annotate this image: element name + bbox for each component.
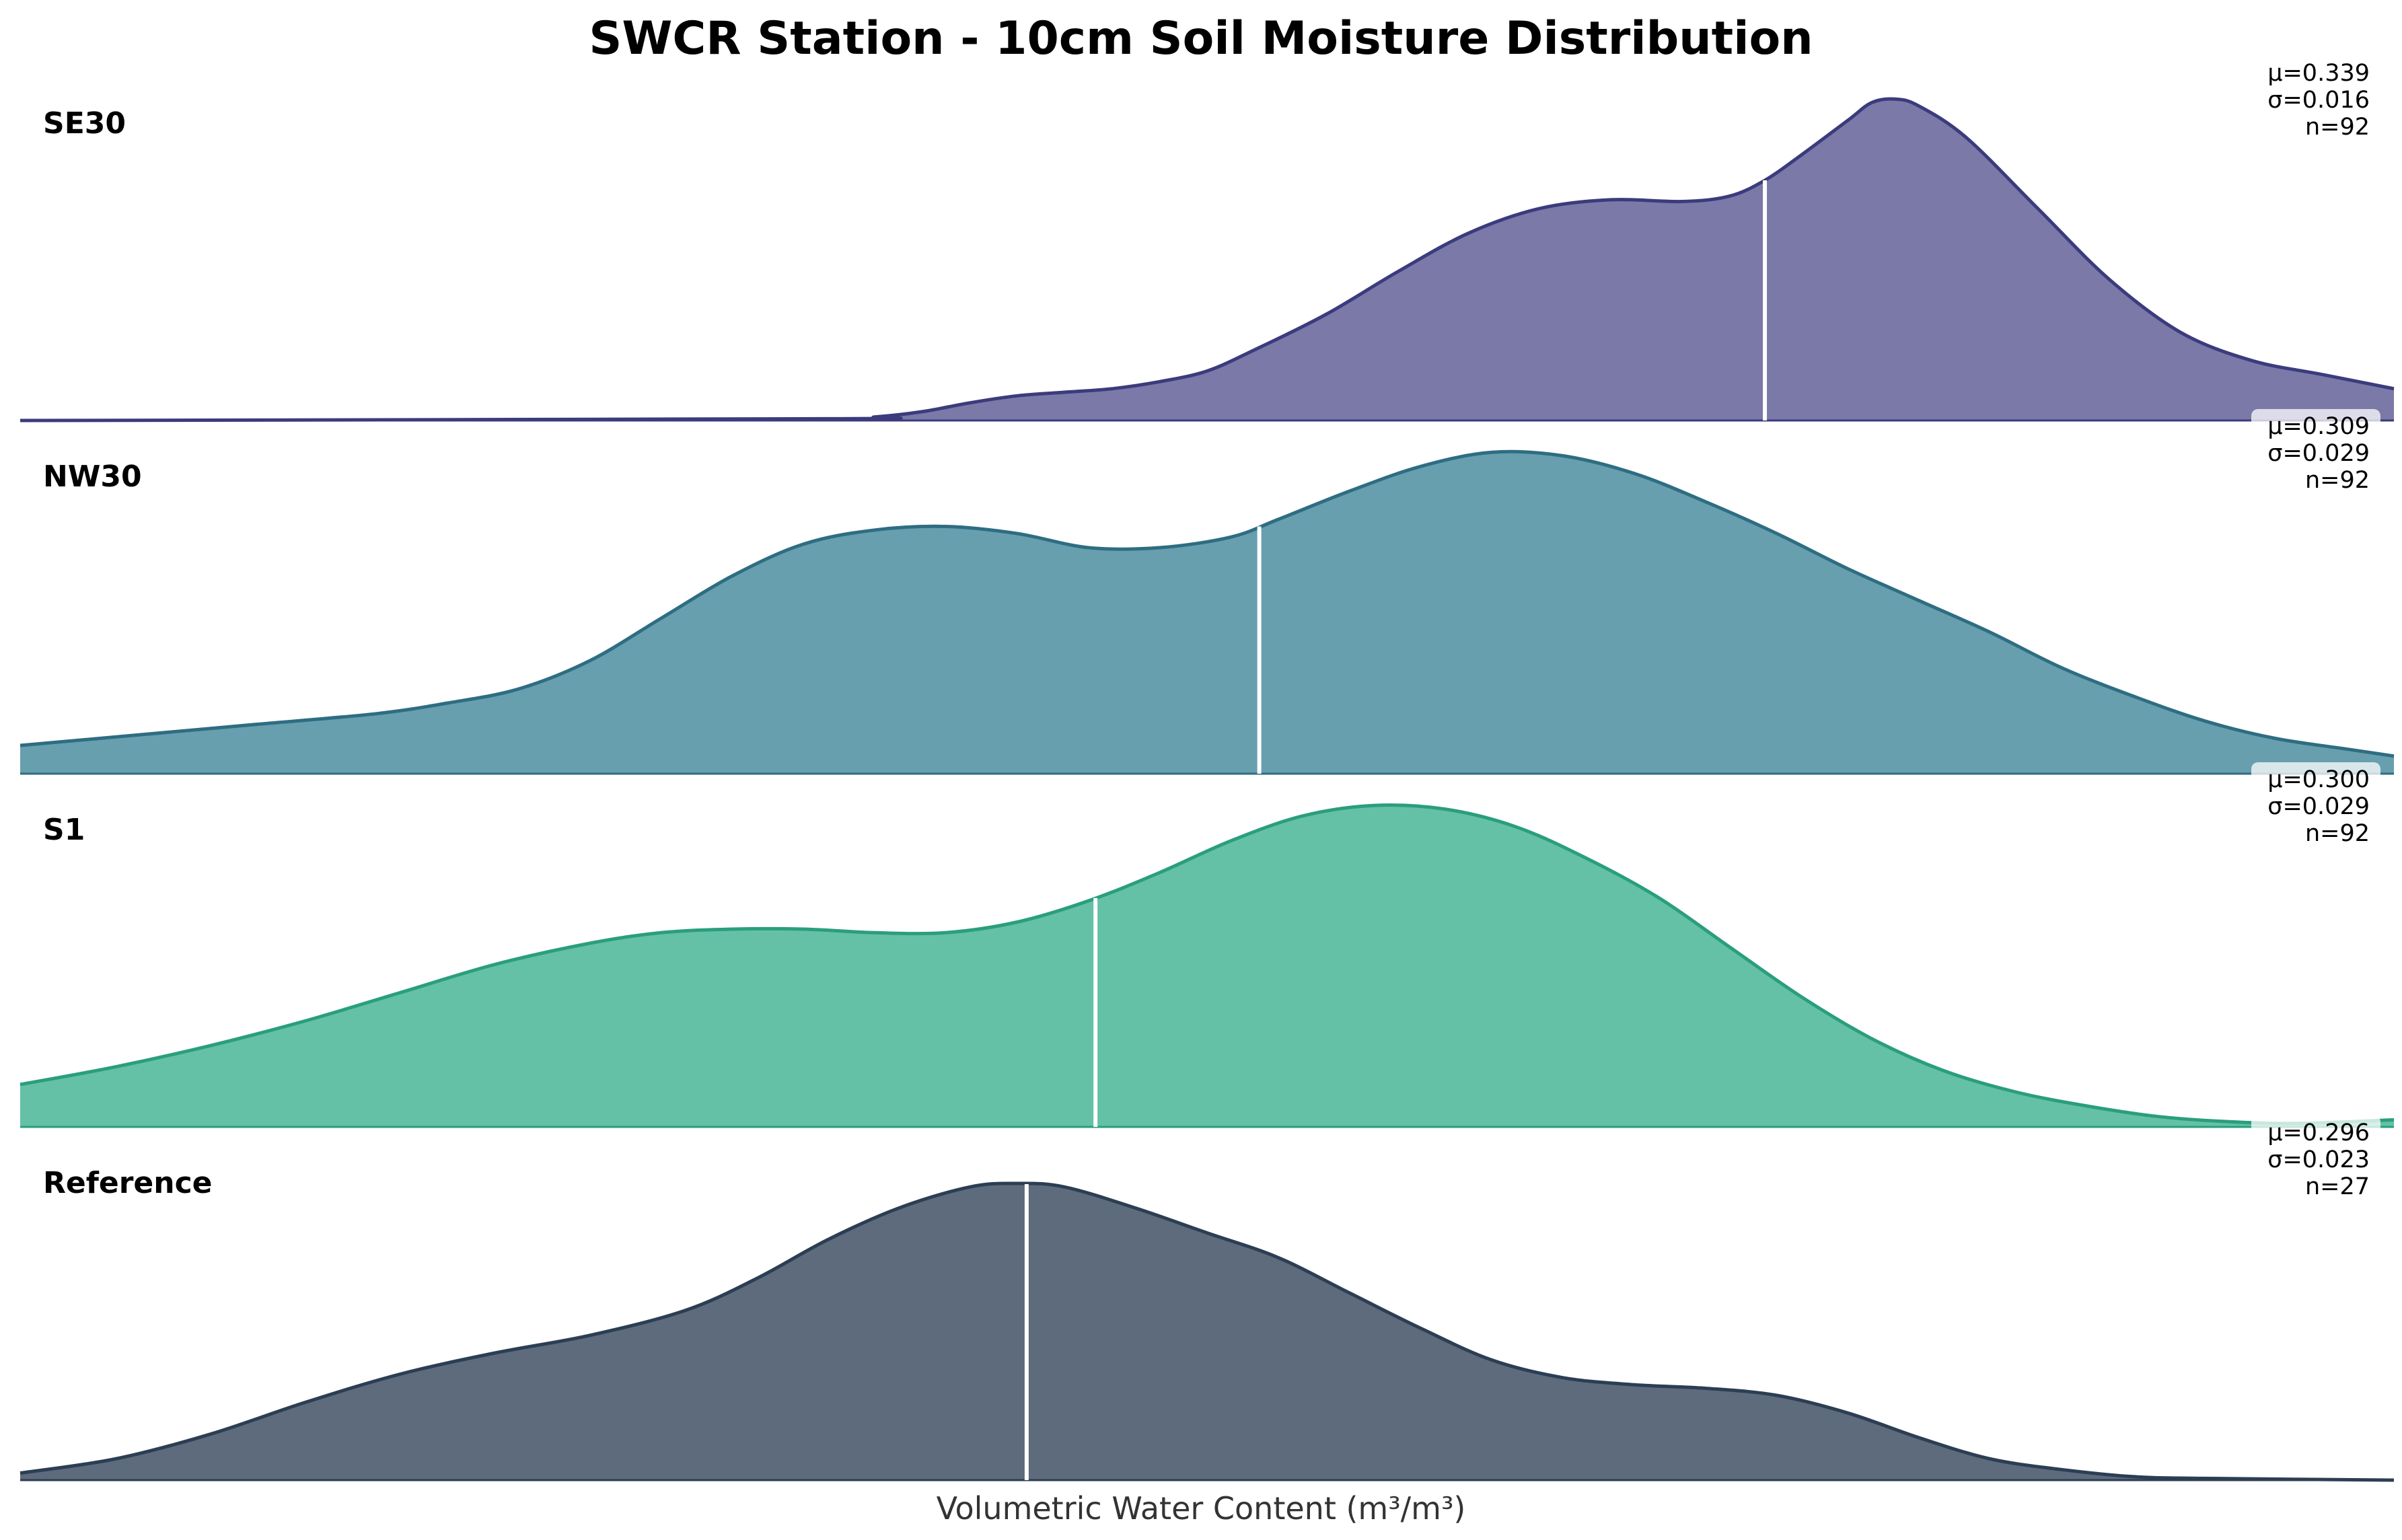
stat-mu-s1: μ=0.300 [2267,766,2370,793]
stat-n-se30: n=92 [2305,114,2370,141]
stat-mu-se30: μ=0.339 [2267,60,2370,87]
stats-box-nw30 [2251,409,2380,486]
chart-title: SWCR Station - 10cm Soil Moisture Distri… [589,12,1813,65]
stat-sigma-nw30: σ=0.029 [2267,440,2370,467]
stat-mu-reference: μ=0.296 [2267,1120,2370,1146]
stats-box-s1 [2251,762,2380,839]
stats-box-reference [2251,1115,2380,1192]
row-label-nw30: NW30 [43,460,142,494]
stat-n-nw30: n=92 [2305,467,2370,494]
row-label-se30: SE30 [43,106,126,141]
ridge-area-reference [20,1183,2394,1480]
stat-n-s1: n=92 [2305,820,2370,847]
stat-sigma-se30: σ=0.016 [2267,87,2370,114]
ridge-line-se30 [20,97,2395,423]
row-label-reference: Reference [43,1166,213,1200]
stat-mu-nw30: μ=0.309 [2267,413,2370,440]
ridge-line-reference [20,1181,2395,1482]
ridge-line-s1 [20,803,2395,1126]
x-axis-label: Volumetric Water Content (m³/m³) [937,1490,1466,1527]
ridge-area-s1 [20,805,2394,1127]
ridge-area-nw30 [20,451,2394,774]
stat-sigma-s1: σ=0.029 [2267,793,2370,820]
ridge-area-se30 [20,98,2394,420]
ridges-group: SE30μ=0.339σ=0.016n=92NW30μ=0.309σ=0.029… [20,60,2395,1482]
stat-sigma-reference: σ=0.023 [2267,1146,2370,1173]
row-label-s1: S1 [43,813,85,847]
stat-n-reference: n=27 [2305,1173,2370,1200]
ridge-line-nw30 [20,449,2395,758]
